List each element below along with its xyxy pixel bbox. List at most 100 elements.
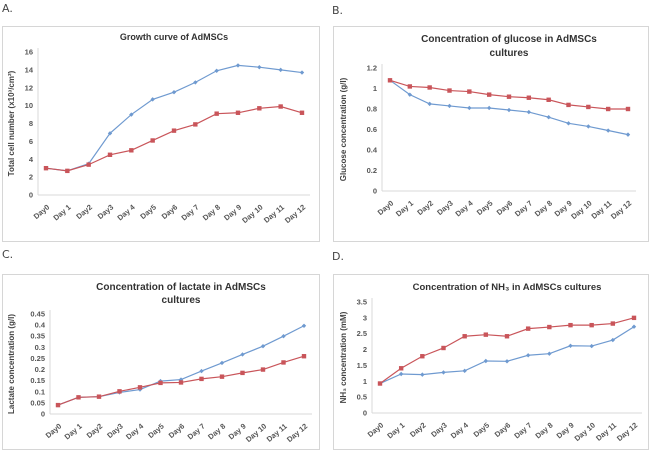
y-tick-label: 0.25 (30, 354, 45, 363)
data-point (193, 122, 198, 127)
x-tick-label: Day 1 (63, 422, 84, 442)
y-tick-label: 0.2 (367, 166, 377, 175)
y-tick-label: 0.6 (367, 125, 377, 134)
data-point (281, 334, 286, 339)
data-point (467, 89, 472, 94)
panel-label-c: C. (2, 248, 14, 261)
data-point (486, 92, 492, 97)
y-tick-label: 0.4 (367, 146, 378, 155)
x-tick-label: Day 8 (206, 422, 227, 442)
data-point (586, 104, 591, 110)
x-tick-label: Day0 (32, 203, 52, 221)
x-tick-label: Day 12 (615, 421, 639, 443)
x-tick-label: Day 7 (180, 203, 201, 223)
data-point (589, 322, 594, 328)
data-point (129, 148, 134, 153)
data-point (76, 395, 81, 400)
y-tick-label: 0.15 (30, 376, 45, 385)
series-blue-line (57, 325, 305, 406)
data-point (377, 381, 383, 386)
data-point (589, 343, 594, 349)
data-point (199, 376, 204, 382)
x-tick-label: Day0 (44, 422, 64, 440)
data-point (240, 370, 245, 376)
x-tick-label: Day6 (167, 422, 187, 440)
y-tick-label: 1 (373, 84, 377, 93)
x-tick-label: Day 1 (385, 421, 406, 441)
data-point (235, 63, 241, 68)
data-point (568, 343, 573, 348)
data-point (219, 360, 225, 366)
data-point (257, 64, 262, 70)
y-tick-label: 2 (363, 345, 367, 354)
x-tick-label: Day 1 (394, 199, 415, 219)
data-point (566, 102, 571, 108)
data-point (526, 95, 532, 100)
x-tick-label: Day 12 (285, 422, 309, 444)
data-point (281, 360, 286, 365)
x-tick-label: Day0 (366, 421, 386, 439)
x-tick-label: Day0 (376, 199, 396, 217)
x-tick-label: Day5 (475, 199, 495, 217)
y-tick-label: 14 (25, 65, 34, 74)
data-point (427, 85, 432, 90)
chart-title-line: Concentration of NH₃ in AdMSCs cultures (413, 282, 602, 293)
y-tick-label: 0.05 (30, 398, 45, 407)
data-point (447, 103, 452, 109)
x-tick-label: Day 10 (240, 203, 264, 225)
data-point (610, 337, 616, 343)
y-tick-label: 16 (25, 48, 33, 57)
data-point (398, 366, 404, 371)
data-point (610, 321, 616, 326)
y-tick-label: 1 (363, 377, 367, 386)
x-tick-label: Day3 (435, 199, 455, 217)
data-point (447, 88, 452, 93)
y-tick-label: 8 (29, 119, 33, 128)
data-point (525, 326, 531, 331)
data-point (631, 324, 637, 329)
y-tick-label: 0.45 (30, 310, 45, 319)
y-tick-label: 0 (29, 191, 33, 200)
data-point (278, 104, 283, 109)
x-tick-label: Day5 (138, 203, 158, 221)
data-point (398, 371, 404, 377)
data-point (96, 394, 102, 399)
chart-growth: Growth curve of AdMSCs 0 2 4 6 8 10 12 14 16 Total… (7, 32, 310, 225)
x-tick-label: Day5 (146, 422, 166, 440)
chart-title-line: Concentration of lactate in AdMSCs (96, 282, 266, 293)
data-point (625, 106, 631, 112)
data-point (299, 70, 305, 75)
data-point (199, 368, 204, 374)
x-tick-label: Day2 (74, 203, 94, 221)
y-tick-label: 0.2 (35, 365, 45, 374)
series-red (377, 315, 637, 386)
series-blue-line (45, 64, 303, 172)
y-tick-label: 0.5 (357, 393, 367, 402)
x-tick-label: Day 1 (52, 203, 73, 223)
y-axis-label: NH₃ concentration (mM) (339, 311, 348, 403)
y-tick-label: 1.5 (357, 361, 367, 370)
data-point (150, 138, 155, 143)
data-point (65, 168, 70, 174)
data-point (150, 97, 155, 102)
panel-label-a: A. (2, 2, 13, 15)
y-tick-label: 0.3 (35, 343, 45, 352)
x-tick-label: Day6 (160, 203, 180, 221)
series-red (43, 104, 305, 174)
data-point (427, 101, 432, 107)
chart-frame-nh3 (333, 274, 649, 450)
x-tick-label: Day 8 (533, 199, 554, 219)
x-tick-label: Day 10 (569, 199, 593, 221)
x-tick-label: Day 10 (244, 422, 268, 444)
y-tick-label: 1.2 (367, 64, 377, 73)
y-axis-label: Lactate concentration (g/l) (7, 314, 16, 414)
series-blue (43, 63, 305, 174)
data-point (260, 367, 266, 372)
chart-title-line: Growth curve of AdMSCs (120, 32, 228, 42)
panel-label-b: B. (332, 4, 344, 17)
x-tick-label: Day3 (96, 203, 116, 221)
y-tick-label: 10 (25, 101, 33, 110)
chart-frame-growth (2, 26, 320, 242)
data-point (483, 358, 489, 364)
data-point (483, 332, 489, 337)
